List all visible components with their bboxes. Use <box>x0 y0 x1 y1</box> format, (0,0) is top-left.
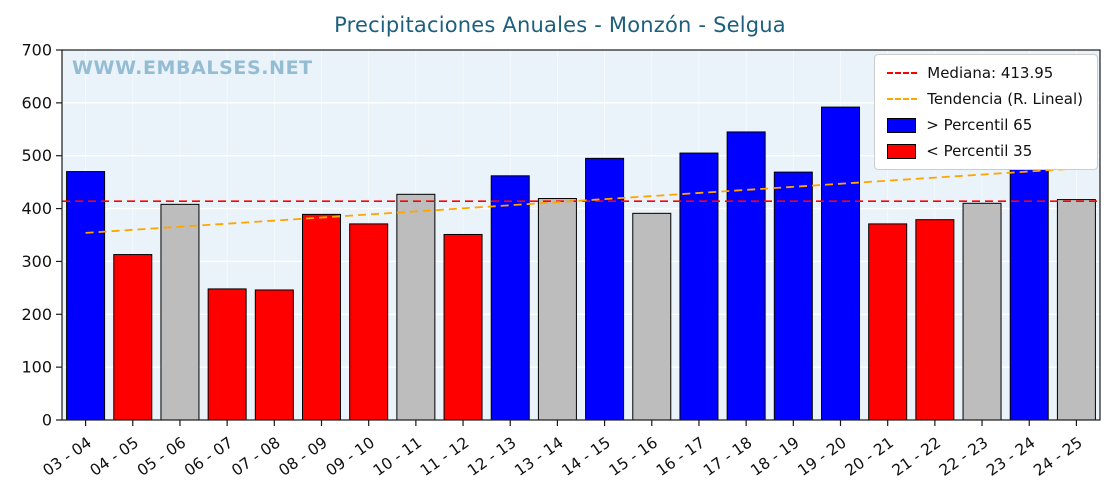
x-tick-label: 21 - 22 <box>889 434 944 480</box>
legend-item: < Percentil 35 <box>887 142 1083 160</box>
y-tick-label: 600 <box>21 93 52 112</box>
x-tick-label: 11 - 12 <box>417 434 472 480</box>
watermark: WWW.EMBALSES.NET <box>72 57 313 79</box>
trend-line <box>85 167 1077 234</box>
bar-03-04 <box>66 171 106 421</box>
y-tick-label: 500 <box>21 146 52 165</box>
plot-frame <box>61 49 1101 421</box>
x-tick-label: 16 - 17 <box>653 434 708 480</box>
x-tick-label: 06 - 07 <box>181 434 236 480</box>
x-tick-label: 17 - 18 <box>700 434 755 480</box>
chart-title: Precipitaciones Anuales - Monzón - Selgu… <box>334 13 786 37</box>
x-tick-label: 07 - 08 <box>228 434 283 480</box>
bar-11-12 <box>443 233 483 421</box>
legend-item: > Percentil 65 <box>887 116 1083 134</box>
legend-patch-marker <box>887 143 917 159</box>
legend: Mediana: 413.95 Tendencia (R. Lineal) > Pe… <box>874 54 1098 170</box>
y-tick-label: 400 <box>21 199 52 218</box>
legend-item: Mediana: 413.95 <box>887 64 1083 82</box>
bar-19-20 <box>821 106 860 421</box>
x-tick-label: 03 - 04 <box>40 434 95 480</box>
legend-label: Mediana: 413.95 <box>927 64 1054 82</box>
bar-18-19 <box>773 171 813 421</box>
y-tick-label: 0 <box>42 411 52 430</box>
legend-item: Tendencia (R. Lineal) <box>887 90 1083 108</box>
bar-21-22 <box>915 219 955 421</box>
x-tick-label: 19 - 20 <box>794 434 849 480</box>
x-tick-label: 20 - 21 <box>842 434 897 480</box>
bar-04-05 <box>113 254 153 421</box>
x-tick-label: 18 - 19 <box>747 434 802 480</box>
x-tick-label: 08 - 09 <box>275 434 330 480</box>
bar-14-15 <box>585 157 625 421</box>
x-tick-label: 12 - 13 <box>464 434 519 480</box>
bar-12-13 <box>490 175 530 421</box>
bar-09-10 <box>349 223 389 421</box>
legend-patch-marker <box>887 117 917 133</box>
x-tick-label: 23 - 24 <box>983 434 1038 480</box>
x-tick-label: 05 - 06 <box>134 434 189 480</box>
x-tick-label: 14 - 15 <box>559 434 614 480</box>
legend-dashed-line-marker <box>887 72 918 74</box>
bar-13-14 <box>537 198 577 421</box>
y-tick-label: 200 <box>21 305 52 324</box>
legend-dashed-line-marker <box>887 98 918 100</box>
x-tick-label: 10 - 11 <box>370 434 425 480</box>
bar-17-18 <box>726 131 766 421</box>
bar-20-21 <box>868 223 908 421</box>
bar-24-25 <box>1056 199 1096 421</box>
legend-label: < Percentil 35 <box>926 142 1033 160</box>
bar-07-08 <box>254 289 294 421</box>
y-tick-label: 700 <box>21 41 52 60</box>
legend-label: > Percentil 65 <box>926 116 1033 134</box>
bar-08-09 <box>302 213 341 421</box>
bar-16-17 <box>679 152 719 421</box>
x-tick-label: 13 - 14 <box>511 434 566 480</box>
x-tick-label: 04 - 05 <box>87 434 142 480</box>
bar-06-07 <box>207 288 247 421</box>
x-tick-label: 15 - 16 <box>606 434 661 480</box>
y-tick-label: 100 <box>21 358 52 377</box>
bar-23-24 <box>1009 147 1049 421</box>
x-tick-label: 22 - 23 <box>936 434 991 480</box>
legend-label: Tendencia (R. Lineal) <box>927 90 1083 108</box>
bar-15-16 <box>632 212 672 421</box>
bar-10-11 <box>396 193 436 421</box>
x-tick-label: 24 - 25 <box>1030 434 1085 480</box>
y-tick-label: 300 <box>21 252 52 271</box>
bar-05-06 <box>160 203 200 421</box>
x-tick-label: 09 - 10 <box>323 434 378 480</box>
bar-22-23 <box>962 202 1002 421</box>
